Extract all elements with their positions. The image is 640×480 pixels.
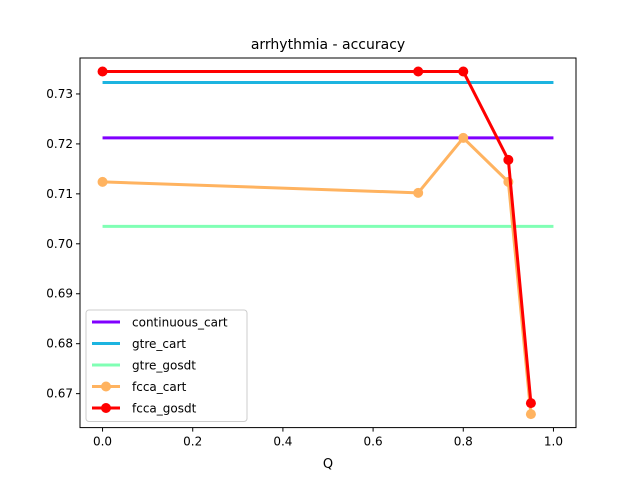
y-tick-label: 0.69 xyxy=(46,287,73,301)
x-tick-label: 0.8 xyxy=(454,435,473,449)
y-tick-label: 0.70 xyxy=(46,237,73,251)
data-point xyxy=(97,66,108,77)
legend-item: continuous_cart xyxy=(92,316,228,330)
data-point xyxy=(458,132,469,143)
x-tick-label: 0.4 xyxy=(273,435,292,449)
x-tick-label: 0.6 xyxy=(364,435,383,449)
y-tick-label: 0.72 xyxy=(46,137,73,151)
legend-label: fcca_gosdt xyxy=(132,402,197,416)
plot-frame xyxy=(79,57,577,429)
legend-item: fcca_cart xyxy=(92,380,187,394)
x-tick-label: 0.2 xyxy=(183,435,202,449)
legend-marker xyxy=(101,381,111,392)
legend-label: continuous_cart xyxy=(132,316,228,330)
chart-title: arrhythmia - accuracy xyxy=(251,37,405,53)
legend-box xyxy=(85,309,248,422)
y-tick-label: 0.67 xyxy=(46,387,73,401)
legend-item: gtre_gosdt xyxy=(92,359,196,373)
y-tick-label: 0.68 xyxy=(46,337,73,351)
data-point xyxy=(413,66,424,77)
legend-item: gtre_cart xyxy=(92,337,186,351)
data-point xyxy=(503,154,514,165)
x-tick-label: 0.0 xyxy=(93,435,112,449)
x-axis-label: Q xyxy=(323,457,333,472)
legend-label: fcca_cart xyxy=(132,380,187,394)
series-fcca_gosdt xyxy=(97,66,536,409)
data-point xyxy=(413,187,424,198)
data-point xyxy=(97,176,108,187)
data-point xyxy=(525,409,536,420)
data-point xyxy=(525,398,536,409)
y-tick-label: 0.73 xyxy=(46,87,73,101)
axis-ticks: 0.0 0.2 0.4 0.6 0.8 1.0 0.67 0.68 0.69 0.70 0.71 0.… xyxy=(46,87,563,449)
data-point xyxy=(458,66,469,77)
legend-label: gtre_gosdt xyxy=(132,359,196,373)
legend-marker xyxy=(101,403,111,413)
legend-item: fcca_gosdt xyxy=(92,402,197,416)
legend-label: gtre_cart xyxy=(132,337,186,351)
x-tick-label: 1.0 xyxy=(544,435,563,449)
legend: continuous_cart gtre_cart gtre_gosdt fcca_c… xyxy=(85,309,248,422)
y-tick-label: 0.71 xyxy=(46,187,73,201)
